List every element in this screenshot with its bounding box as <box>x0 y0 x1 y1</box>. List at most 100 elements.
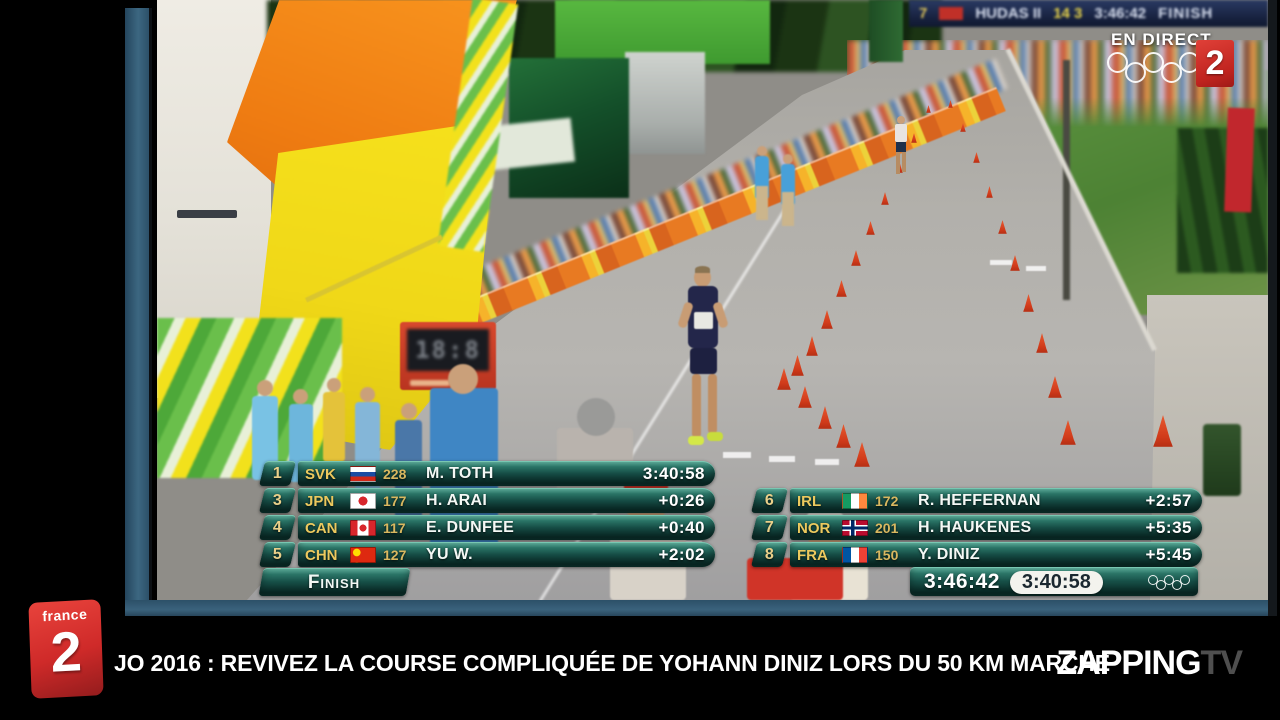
leaderboard-row-3: 3 JPN 177 H. ARAI +0:26 <box>258 488 715 513</box>
traffic-cone <box>986 186 993 198</box>
athlete-name: M. TOTH <box>426 465 494 482</box>
traffic-cone <box>948 100 953 108</box>
zapping-tv-suffix: TV <box>1200 644 1243 682</box>
rank-box: 7 <box>750 515 789 540</box>
traffic-cone <box>881 192 889 205</box>
athlete-time: +0:26 <box>658 491 705 510</box>
country-code: NOR <box>797 519 831 537</box>
leaderboard-row-8: 8 FRA 150 Y. DINIZ +5:45 <box>750 542 1202 567</box>
athlete-bar: SVK 228 M. TOTH 3:40:58 <box>298 461 715 486</box>
official-blue <box>781 154 795 226</box>
leaderboard-row-5: 5 CHN 127 YU W. +2:02 <box>258 542 715 567</box>
bib-number: 228 <box>383 466 407 482</box>
leader-time-pill: 3:40:58 <box>1009 570 1103 594</box>
stadium-rank: 7 <box>919 5 928 22</box>
country-code: CAN <box>305 519 338 537</box>
flag-chn-icon <box>350 547 376 563</box>
country-code: FRA <box>797 546 828 564</box>
athlete-name: R. HEFFERNAN <box>918 492 1041 509</box>
athlete-bar: FRA 150 Y. DINIZ +5:45 <box>790 542 1202 567</box>
athlete-bar: JPN 177 H. ARAI +0:26 <box>298 488 715 513</box>
flag-jpn-icon <box>350 493 376 509</box>
athlete-bar: CHN 127 YU W. +2:02 <box>298 542 715 567</box>
athlete-name: E. DUNFEE <box>426 519 515 536</box>
olympic-rings-icon <box>1107 52 1200 83</box>
video-frame-right-edge <box>1268 0 1277 616</box>
rank-box: 4 <box>258 515 297 540</box>
rank-box: 1 <box>258 461 297 486</box>
green-bin <box>1203 424 1241 496</box>
banner-sail-stripes <box>157 318 342 478</box>
lane-dash <box>1026 266 1046 271</box>
athlete-time: +0:40 <box>658 518 705 537</box>
broadcast-video[interactable]: 18:8 <box>157 0 1268 600</box>
athlete-name: H. ARAI <box>426 492 488 509</box>
live-bug: EN DIRECT 2 <box>1103 28 1243 92</box>
athlete-time: +5:45 <box>1145 545 1192 564</box>
traffic-cone <box>866 221 875 235</box>
bib-number: 117 <box>383 520 406 536</box>
flag-nor-icon <box>842 520 868 536</box>
athlete-name: H. HAUKENES <box>918 519 1032 536</box>
finish-label: Finish <box>308 571 361 593</box>
building-ledge <box>177 210 237 218</box>
traffic-cone <box>960 123 966 132</box>
france2-logo: france 2 <box>28 599 104 699</box>
rank-box: 3 <box>258 488 297 513</box>
athlete-name: Y. DINIZ <box>918 546 980 563</box>
bib-number: 201 <box>875 520 899 536</box>
rank-box: 8 <box>750 542 789 567</box>
athlete-bar: NOR 201 H. HAUKENES +5:35 <box>790 515 1202 540</box>
athlete-time: +2:02 <box>658 545 705 564</box>
bib-number: 177 <box>383 493 407 509</box>
clock-brand-strip <box>410 380 450 386</box>
stadium-time: 3:46:42 <box>1094 5 1147 22</box>
leaderboard-row-4: 4 CAN 117 E. DUNFEE +0:40 <box>258 515 715 540</box>
spectator-yellow <box>323 378 345 462</box>
traffic-cone <box>836 280 847 297</box>
rank-box: 6 <box>750 488 789 513</box>
flag-fra-icon <box>842 547 868 563</box>
country-code: CHN <box>305 546 338 564</box>
race-walker <box>677 266 729 464</box>
leaderboard-row-1: 1 SVK 228 M. TOTH 3:40:58 <box>258 461 715 486</box>
video-frame-bottom-edge <box>125 600 1272 616</box>
clock-screen: 18:8 <box>407 329 489 371</box>
stadium-scoreboard: 7 HUDAS II 14 3 3:46:42 FINISH <box>909 0 1268 27</box>
athlete-bar: CAN 117 E. DUNFEE +0:40 <box>298 515 715 540</box>
bib-number: 127 <box>383 547 407 563</box>
traffic-cone <box>851 250 861 266</box>
scoreboard-pole <box>869 0 903 62</box>
red-banner <box>1224 107 1255 213</box>
stadium-finish-label: FINISH <box>1158 5 1214 22</box>
race-clock: 3:46:42 <box>924 570 1000 593</box>
traffic-cone <box>911 133 917 143</box>
olympic-rings-small-icon <box>1148 574 1190 590</box>
leaderboard-row-7: 7 NOR 201 H. HAUKENES +5:35 <box>750 515 1202 540</box>
stadium-detail: 14 3 <box>1053 5 1083 22</box>
traffic-cone <box>973 152 980 163</box>
bib-number: 150 <box>875 547 899 563</box>
athlete-name: YU W. <box>426 546 473 563</box>
country-code: JPN <box>305 492 335 510</box>
stadium-name: HUDAS II <box>975 5 1042 22</box>
finish-label-box: Finish <box>258 568 411 596</box>
country-code: IRL <box>797 492 822 510</box>
france2-number: 2 <box>49 619 83 684</box>
flag-irl-icon <box>842 493 868 509</box>
utility-pole <box>1063 60 1070 300</box>
athlete-bar: IRL 172 R. HEFFERNAN +2:57 <box>790 488 1202 513</box>
zapping-wordmark: ZAPPING <box>1056 644 1201 682</box>
traffic-cone <box>926 105 931 113</box>
lane-dash <box>990 260 1012 265</box>
gray-structure <box>625 52 705 154</box>
lane-dash <box>723 452 751 458</box>
athlete-time: 3:40:58 <box>642 464 705 483</box>
hedge <box>1177 128 1268 273</box>
live-label: EN DIRECT <box>1111 30 1212 49</box>
traffic-cone <box>1010 255 1020 271</box>
athlete-time: +5:35 <box>1145 518 1192 537</box>
country-code: SVK <box>305 465 336 483</box>
leaderboard-row-6: 6 IRL 172 R. HEFFERNAN +2:57 <box>750 488 1202 513</box>
